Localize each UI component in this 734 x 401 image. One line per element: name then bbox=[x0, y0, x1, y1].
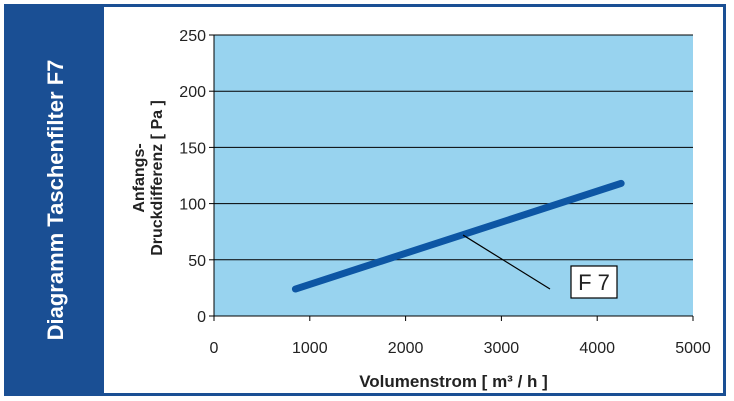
y-tick-label: 50 bbox=[188, 253, 206, 270]
y-tick-label: 0 bbox=[197, 309, 206, 326]
y-tick-label: 150 bbox=[179, 140, 206, 157]
annotation-layer: F 7 bbox=[462, 234, 618, 299]
y-axis-label-line2: Druckdifferenz [ Pa ] bbox=[149, 100, 166, 256]
x-tick-label: 0 bbox=[210, 340, 219, 357]
series-line bbox=[291, 179, 625, 293]
x-axis-label: Volumenstrom [ m³ / h ] bbox=[359, 372, 548, 391]
x-tick-label: 3000 bbox=[484, 340, 520, 357]
x-tick-label: 2000 bbox=[388, 340, 424, 357]
axes bbox=[213, 35, 693, 317]
annotation-box bbox=[570, 265, 618, 299]
x-tick-label: 4000 bbox=[579, 340, 615, 357]
annotation-leader bbox=[462, 234, 551, 290]
x-tick-label: 5000 bbox=[675, 340, 711, 357]
sidebar: Diagramm Taschenfilter F7 bbox=[7, 7, 104, 393]
plot-area bbox=[214, 35, 693, 316]
grid-lines bbox=[214, 34, 693, 261]
series-layer bbox=[291, 179, 625, 293]
y-tick-label: 250 bbox=[179, 28, 206, 45]
y-tick-label: 200 bbox=[179, 84, 206, 101]
tick-labels: 0 50 100 150 200 250 0 1000 2000 3000 4000 5000 bbox=[179, 28, 711, 357]
y-axis-label-line1: Anfangs- bbox=[131, 143, 148, 212]
annotation-label: F 7 bbox=[578, 270, 610, 295]
y-tick-label: 100 bbox=[179, 197, 206, 214]
x-tick-label: 1000 bbox=[292, 340, 328, 357]
